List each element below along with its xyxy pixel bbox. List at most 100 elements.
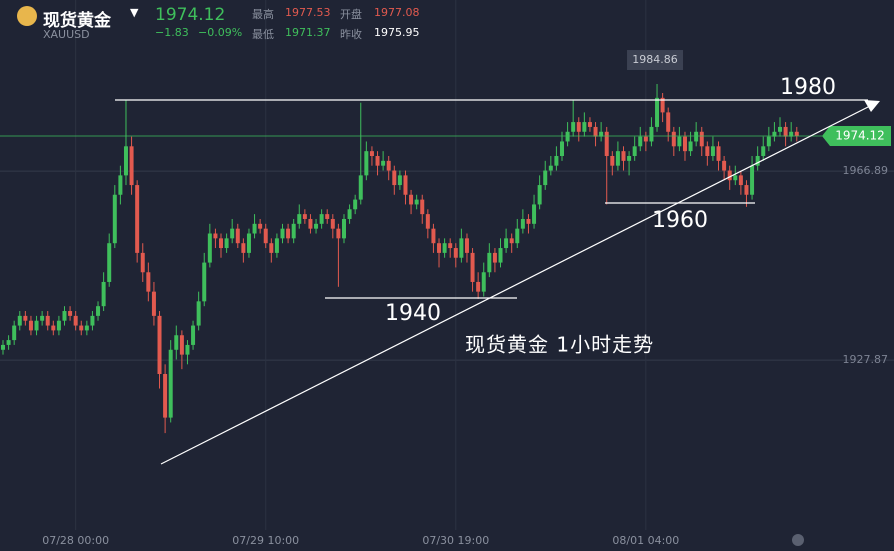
candle-body: [40, 315, 45, 321]
arrow-head: [864, 100, 880, 112]
candle-body: [727, 170, 732, 181]
candle-body: [425, 214, 430, 229]
candle-body: [45, 315, 50, 326]
candle-body: [291, 223, 296, 239]
candle-body: [638, 136, 643, 147]
x-tick-label: 07/29 10:00: [232, 534, 299, 547]
candle-body: [314, 223, 319, 229]
candle-body: [168, 349, 173, 418]
candle-body: [722, 160, 727, 171]
candle-body: [246, 233, 251, 253]
candle-body: [146, 272, 151, 292]
candle-body: [420, 199, 425, 215]
price: 1974.12: [155, 5, 226, 25]
candle-body: [593, 126, 598, 137]
candle-body: [554, 155, 559, 166]
candle-body: [520, 218, 525, 229]
candle-body: [375, 155, 380, 166]
candle-body: [213, 233, 218, 239]
y-tick-label: 1927.87: [843, 353, 889, 366]
candle-body: [112, 194, 117, 244]
candle-body: [392, 170, 397, 186]
candle-body: [23, 315, 28, 321]
candle-body: [196, 301, 201, 326]
candle-body: [191, 325, 196, 345]
symbol: XAUUSD: [43, 28, 90, 41]
candle-body: [157, 315, 162, 375]
candle-body: [481, 272, 486, 292]
candle-body: [347, 209, 352, 219]
candle-body: [73, 315, 78, 326]
candle-body: [62, 311, 67, 321]
candle-body: [515, 228, 520, 244]
candle-body: [325, 214, 330, 219]
stat-label: 昨收: [340, 28, 362, 41]
candle-body: [655, 97, 660, 127]
candle-body: [96, 306, 101, 316]
candle-body: [677, 136, 682, 147]
candle-body: [666, 112, 671, 132]
candle-body: [744, 185, 749, 195]
candle-body: [548, 165, 553, 171]
candle-body: [576, 122, 581, 132]
candle-body: [532, 204, 537, 224]
candle-body: [34, 320, 39, 331]
candle-body: [710, 146, 715, 156]
candle-body: [470, 252, 475, 282]
candle-body: [12, 325, 17, 341]
annotation: 1980: [780, 75, 836, 100]
candle-body: [207, 233, 212, 263]
max-label-box: [627, 50, 684, 71]
dropdown-caret[interactable]: ▼: [130, 6, 139, 19]
max-label: 1984.86: [632, 53, 678, 66]
candle-body: [358, 175, 363, 200]
candle-body: [286, 228, 291, 239]
candle-body: [571, 122, 576, 132]
stat-value: 1977.53: [285, 6, 331, 19]
candle-body: [448, 243, 453, 249]
candle-body: [397, 175, 402, 186]
candle-body: [789, 131, 794, 137]
candle-body: [772, 131, 777, 137]
candle-body: [56, 320, 61, 331]
candle-body: [437, 243, 442, 253]
candle-body: [688, 141, 693, 152]
candle-body: [381, 160, 386, 166]
annotation: 现货黄金 1小时走势: [465, 333, 654, 357]
candle-body: [336, 228, 341, 239]
candle-body: [464, 238, 469, 253]
stat-value: 1975.95: [374, 26, 420, 39]
candle-body: [274, 238, 279, 253]
candle-body: [599, 131, 604, 137]
candle-body: [565, 131, 570, 142]
candle-body: [738, 175, 743, 186]
candle-body: [778, 126, 783, 132]
x-tick-label: 07/30 19:00: [422, 534, 489, 547]
candle-body: [604, 131, 609, 156]
change: −1.83: [155, 26, 189, 39]
price-tag-label: 1974.12: [835, 129, 885, 143]
gold-icon: [17, 6, 37, 26]
candle-body: [766, 136, 771, 147]
candle-body: [649, 126, 654, 142]
candle-body: [28, 320, 33, 331]
candle-body: [1, 344, 5, 350]
candle-body: [224, 238, 229, 249]
candle-body: [498, 248, 503, 263]
candle-body: [6, 340, 11, 345]
candle-body: [560, 141, 564, 156]
candle-body: [509, 238, 514, 244]
candle-body: [302, 214, 307, 219]
candle-body: [219, 238, 224, 249]
scroll-button[interactable]: [792, 534, 804, 546]
stat-label: 开盘: [340, 8, 362, 21]
candle-body: [308, 218, 313, 229]
candle-body: [587, 122, 592, 127]
stat-value: 1977.08: [374, 6, 420, 19]
stat-value: 1971.37: [285, 26, 331, 39]
candle-body: [459, 238, 464, 258]
candle-body: [582, 122, 587, 132]
candle-body: [504, 238, 509, 249]
instrument-name[interactable]: 现货黄金: [43, 11, 111, 31]
